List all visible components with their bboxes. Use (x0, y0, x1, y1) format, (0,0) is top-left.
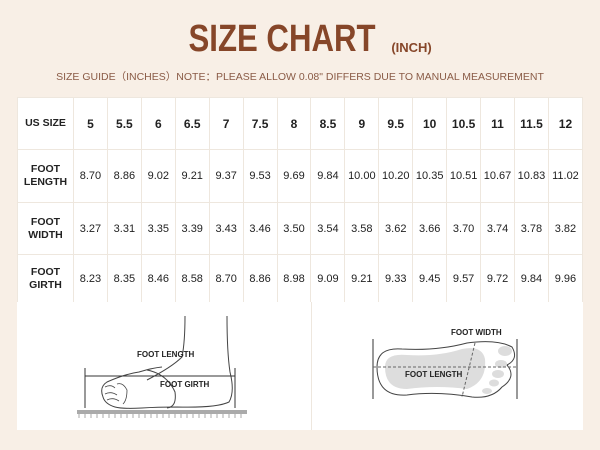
header-label: US SIZE (17, 97, 74, 150)
row-label: FOOT GIRTH (17, 254, 74, 303)
value-cell: 9.37 (208, 149, 244, 203)
size-header-cell: 12 (547, 97, 584, 150)
row-label: FOOT LENGTH (17, 149, 74, 203)
value-cell: 8.35 (106, 254, 142, 303)
size-header-cell: 9 (344, 97, 380, 150)
row-label-line-2: LENGTH (23, 176, 68, 188)
value-cell: 3.78 (513, 202, 549, 255)
value-cell: 9.57 (446, 254, 482, 303)
value-cell: 3.50 (276, 202, 312, 255)
value-cell: 8.98 (276, 254, 312, 303)
row-label-line-2: WIDTH (28, 228, 63, 241)
size-header-cell: 6 (140, 97, 176, 150)
value-cell: 3.58 (344, 202, 380, 255)
foot-length-label: FOOT LENGTH (137, 350, 195, 359)
size-table: US SIZE 5 5.5 6 6.5 7 7.5 8 8.5 9 9.5 10 10.5 11 11.5… (17, 97, 584, 303)
size-header-cell: 7.5 (242, 97, 278, 150)
size-header-cell: 7 (208, 97, 244, 150)
table-row: FOOT GIRTH 8.23 8.35 8.46 8.58 8.70 8.86 8.98 9.0… (17, 254, 584, 303)
foot-length-label: FOOT LENGTH (405, 370, 463, 379)
size-header-cell: 11 (480, 97, 515, 150)
row-label: FOOT WIDTH (17, 202, 74, 255)
value-cell: 9.69 (276, 149, 312, 203)
row-label-line-1: FOOT (30, 265, 61, 278)
value-cell: 10.00 (344, 149, 380, 203)
value-cell: 3.82 (547, 202, 584, 255)
value-cell: 3.54 (310, 202, 346, 255)
value-cell: 9.33 (378, 254, 414, 303)
size-header-cell: 5.5 (106, 97, 142, 150)
value-cell: 9.53 (242, 149, 278, 203)
size-header-cell: 8.5 (310, 97, 346, 150)
title-text: SIZE CHART (188, 18, 376, 60)
size-header-cell: 5 (73, 97, 108, 150)
value-cell: 9.84 (513, 254, 549, 303)
subtitle-note: SIZE GUIDE（INCHES）NOTE：PLEASE ALLOW 0.08… (56, 71, 544, 83)
size-header-cell: 10 (412, 97, 448, 150)
value-cell: 3.62 (378, 202, 414, 255)
value-cell: 10.20 (378, 149, 414, 203)
value-cell: 3.70 (446, 202, 482, 255)
value-cell: 9.02 (140, 149, 176, 203)
value-cell: 8.46 (140, 254, 176, 303)
value-cell: 9.21 (174, 149, 210, 203)
table-row: FOOT LENGTH 8.70 8.86 9.02 9.21 9.37 9.53 9.69 9.… (17, 149, 584, 203)
foot-girth-label: FOOT GIRTH (160, 380, 210, 389)
value-cell: 11.02 (547, 149, 584, 203)
size-header-cell: 10.5 (446, 97, 482, 150)
value-cell: 9.72 (480, 254, 515, 303)
value-cell: 10.51 (446, 149, 482, 203)
value-cell: 9.45 (412, 254, 448, 303)
value-cell: 3.39 (174, 202, 210, 255)
value-cell: 9.09 (310, 254, 346, 303)
value-cell: 8.58 (174, 254, 210, 303)
value-cell: 10.35 (412, 149, 448, 203)
page-title: SIZE CHART (INCH) (0, 18, 600, 61)
size-header-cell: 9.5 (378, 97, 414, 150)
title-unit: (INCH) (391, 40, 432, 55)
value-cell: 8.86 (242, 254, 278, 303)
foot-width-label: FOOT WIDTH (451, 328, 502, 337)
value-cell: 10.83 (513, 149, 549, 203)
size-header-cell: 11.5 (513, 97, 549, 150)
divider (311, 302, 312, 430)
value-cell: 9.96 (547, 254, 584, 303)
value-cell: 3.31 (106, 202, 142, 255)
foot-side-view-icon (77, 315, 247, 418)
foot-top-view-icon (372, 339, 518, 399)
measurement-diagrams: FOOT LENGTH FOOT GIRTH FOOT WIDTH FOOT L… (17, 302, 583, 430)
size-header-cell: 8 (276, 97, 312, 150)
value-cell: 10.67 (480, 149, 515, 203)
value-cell: 8.70 (73, 149, 108, 203)
value-cell: 3.46 (242, 202, 278, 255)
value-cell: 3.27 (73, 202, 108, 255)
value-cell: 3.35 (140, 202, 176, 255)
row-label-line-2: GIRTH (29, 278, 62, 291)
value-cell: 3.66 (412, 202, 448, 255)
value-cell: 9.21 (344, 254, 380, 303)
row-label-line-1: FOOT (30, 215, 61, 228)
value-cell: 3.74 (480, 202, 515, 255)
table-row: FOOT WIDTH 3.27 3.31 3.35 3.39 3.43 3.46 3.50 3.5… (17, 202, 584, 255)
size-header-cell: 6.5 (174, 97, 210, 150)
value-cell: 8.86 (106, 149, 142, 203)
table-header-row: US SIZE 5 5.5 6 6.5 7 7.5 8 8.5 9 9.5 10 10.5 11 11.5… (17, 97, 584, 150)
value-cell: 3.43 (208, 202, 244, 255)
value-cell: 8.70 (208, 254, 244, 303)
value-cell: 9.84 (310, 149, 346, 203)
value-cell: 8.23 (73, 254, 108, 303)
row-label-line-1: FOOT (30, 163, 61, 175)
